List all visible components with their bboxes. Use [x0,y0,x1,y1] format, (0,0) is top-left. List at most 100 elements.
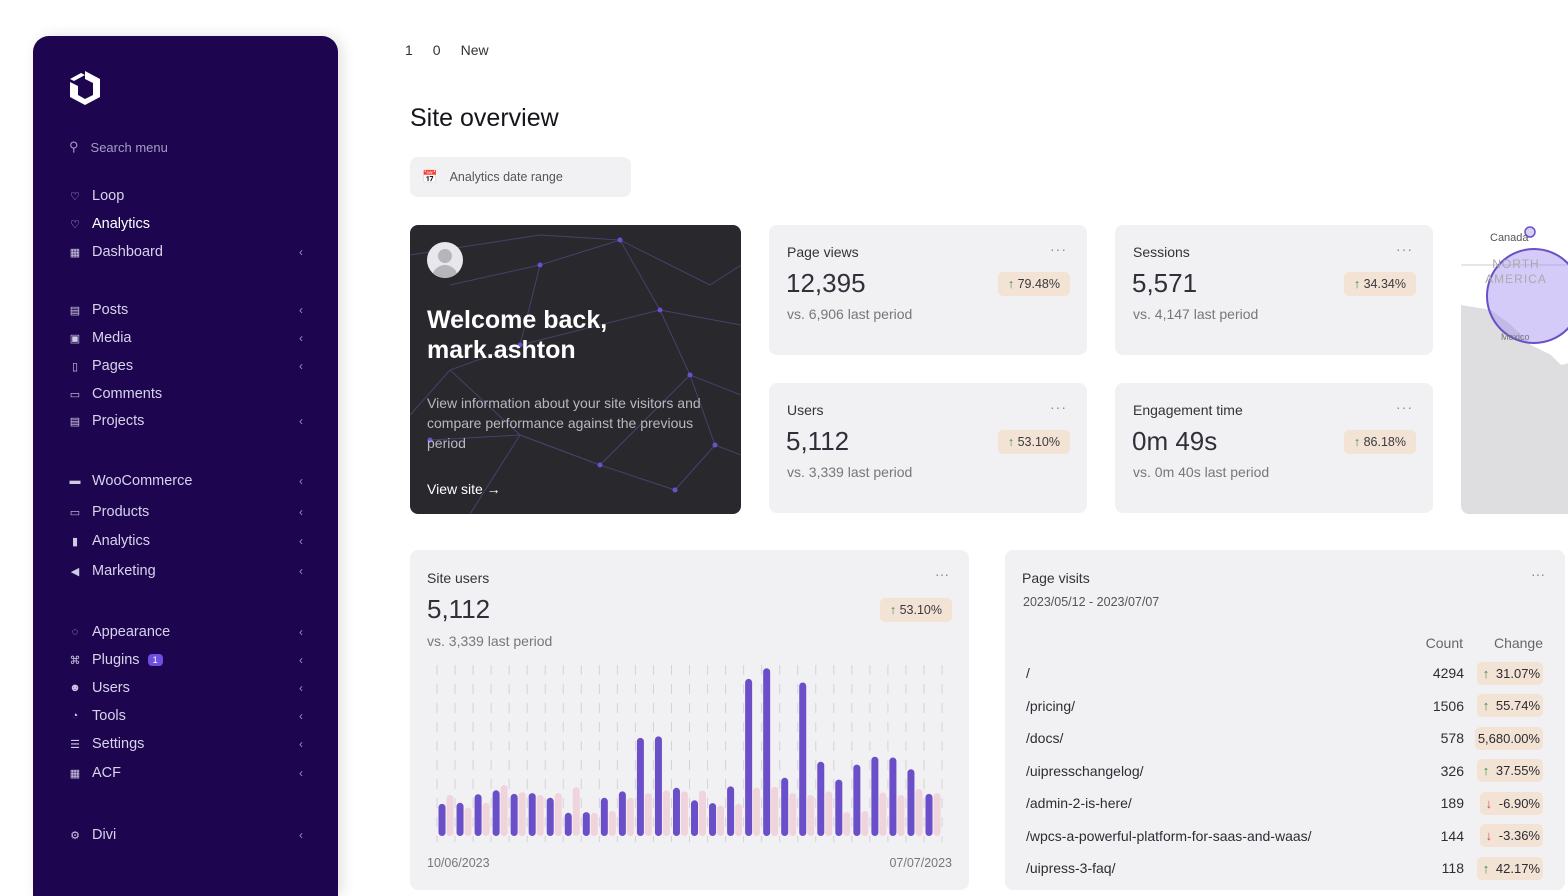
previous-period-bar[interactable] [680,791,688,836]
chevron-left-icon[interactable]: ‹ [299,303,303,317]
users-bar[interactable] [672,787,680,836]
table-row[interactable]: / 4294 ↑ 31.07% [1026,659,1543,687]
sidebar-item-posts[interactable]: ▤ Posts ‹ [68,299,303,321]
sidebar-item-settings[interactable]: ☰ Settings ‹ [68,733,303,755]
users-bar[interactable] [835,779,843,836]
sidebar-item-marketing[interactable]: ◀ Marketing ‹ [68,560,303,582]
previous-period-bar[interactable] [897,794,905,836]
chevron-left-icon[interactable]: ‹ [299,737,303,751]
users-bar[interactable] [438,803,446,836]
chevron-left-icon[interactable]: ‹ [299,828,303,842]
chevron-left-icon[interactable]: ‹ [299,564,303,578]
visitor-map[interactable]: Canada NORTH AMERICA Mexico [1461,225,1568,514]
page-path[interactable]: /pricing/ [1026,697,1076,714]
more-options-icon[interactable]: ··· [1050,399,1067,415]
date-range-picker[interactable]: 📅 Analytics date range [410,157,631,197]
chevron-left-icon[interactable]: ‹ [299,766,303,780]
users-bar[interactable] [618,791,626,836]
change-header[interactable]: Change [1493,635,1543,651]
previous-period-bar[interactable] [771,786,779,836]
more-options-icon[interactable]: ··· [935,566,949,582]
page-path[interactable]: /uipresschangelog/ [1026,762,1144,779]
chevron-left-icon[interactable]: ‹ [299,681,303,695]
previous-period-bar[interactable] [843,812,851,836]
more-options-icon[interactable]: ··· [1050,241,1067,257]
previous-period-bar[interactable] [825,791,833,836]
previous-period-bar[interactable] [915,788,923,836]
chevron-left-icon[interactable]: ‹ [299,359,303,373]
previous-period-bar[interactable] [861,811,869,836]
users-bar[interactable] [907,769,915,836]
previous-period-bar[interactable] [662,790,670,836]
sidebar-item-appearance[interactable]: ◌ Appearance ‹ [68,621,303,643]
previous-period-bar[interactable] [590,812,598,836]
updates-count[interactable]: 1 [405,42,413,58]
users-bar[interactable] [582,812,590,836]
chevron-left-icon[interactable]: ‹ [299,709,303,723]
users-bar[interactable] [636,737,644,836]
page-path[interactable]: /admin-2-is-here/ [1026,795,1132,811]
sidebar-item-media[interactable]: ▣ Media ‹ [68,327,303,349]
avatar[interactable] [427,242,463,278]
table-row[interactable]: /wpcs-a-powerful-platform-for-saas-and-w… [1026,822,1543,850]
page-path[interactable]: /wpcs-a-powerful-platform-for-saas-and-w… [1026,827,1312,844]
logo-icon[interactable] [67,70,103,106]
table-row[interactable]: /admin-2-is-here/ 189 ↓ -6.90% [1026,789,1543,817]
users-bar[interactable] [853,764,861,836]
previous-period-bar[interactable] [554,793,562,836]
chevron-left-icon[interactable]: ‹ [299,474,303,488]
sidebar-item-pages[interactable]: ▯ Pages ‹ [68,355,303,377]
sidebar-item-divi[interactable]: ⚙ Divi ‹ [68,824,303,846]
table-row[interactable]: /uipress-3-faq/ 118 ↑ 42.17% [1026,854,1543,882]
sidebar-item-loop[interactable]: ♡ Loop [68,185,303,207]
sidebar-item-users[interactable]: ☻ Users ‹ [68,677,303,699]
more-options-icon[interactable]: ··· [1396,241,1413,257]
sidebar-item-comments[interactable]: ▭ Comments [68,383,303,405]
previous-period-bar[interactable] [518,792,526,836]
users-bar[interactable] [654,736,662,836]
users-bar[interactable] [600,797,608,836]
previous-period-bar[interactable] [879,792,887,836]
users-bar[interactable] [492,790,500,836]
users-bar[interactable] [871,756,879,836]
sidebar-item-dashboard[interactable]: ▦ Dashboard ‹ [68,241,303,263]
search-menu[interactable]: ⚲ Search menu [69,139,168,155]
new-button[interactable]: New [460,42,489,58]
more-options-icon[interactable]: ··· [1531,566,1545,582]
chevron-left-icon[interactable]: ‹ [299,331,303,345]
users-bar[interactable] [925,793,933,836]
sidebar-item-projects[interactable]: ▤ Projects ‹ [68,410,303,432]
users-bar[interactable] [781,777,789,836]
table-row[interactable]: /uipresschangelog/ 326 ↑ 37.55% [1026,757,1543,785]
chevron-left-icon[interactable]: ‹ [299,414,303,428]
users-bar[interactable] [889,757,897,836]
previous-period-bar[interactable] [717,805,725,836]
chevron-left-icon[interactable]: ‹ [299,245,303,259]
previous-period-bar[interactable] [644,793,652,836]
users-bar[interactable] [474,794,482,836]
previous-period-bar[interactable] [464,807,472,836]
users-bar[interactable] [456,802,464,836]
previous-period-bar[interactable] [789,793,797,836]
sidebar-item-analytics[interactable]: ♡ Analytics [68,213,303,235]
users-bar[interactable] [709,803,717,836]
comments-count[interactable]: 0 [432,42,441,58]
previous-period-bar[interactable] [807,794,815,836]
previous-period-bar[interactable] [753,787,761,836]
sidebar-item-acf[interactable]: ▦ ACF ‹ [68,762,303,784]
users-bar[interactable] [510,793,518,836]
chevron-left-icon[interactable]: ‹ [299,625,303,639]
sidebar-item-woocommerce[interactable]: ▬ WooCommerce ‹ [68,470,304,492]
chevron-left-icon[interactable]: ‹ [299,505,303,519]
users-bar[interactable] [546,797,554,836]
users-bar[interactable] [727,786,735,836]
previous-period-bar[interactable] [735,803,743,836]
previous-period-bar[interactable] [500,784,508,836]
search-input[interactable]: Search menu [90,139,168,155]
users-bar[interactable] [763,668,771,836]
previous-period-bar[interactable] [608,811,616,836]
sidebar-item-analytics[interactable]: ▮ Analytics ‹ [68,530,303,552]
users-bar[interactable] [745,678,753,836]
previous-period-bar[interactable] [572,787,580,836]
users-bar[interactable] [817,761,825,836]
